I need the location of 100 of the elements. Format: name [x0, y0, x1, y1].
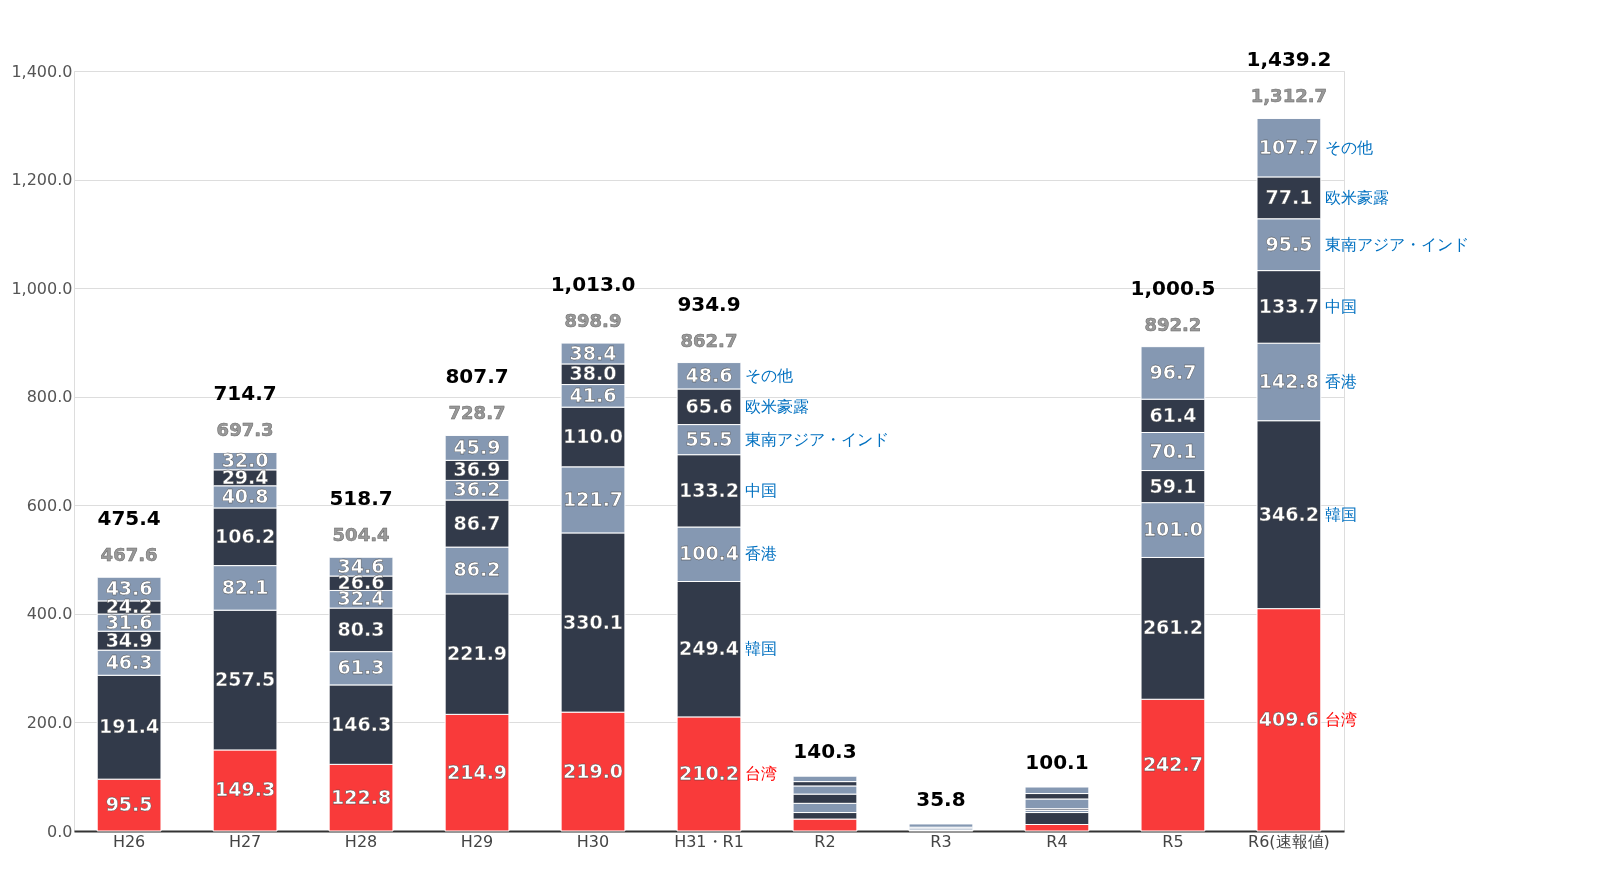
- data-label: 36.2: [453, 478, 501, 501]
- data-label: 65.6: [685, 394, 733, 417]
- data-label: 106.2: [215, 524, 276, 547]
- data-label: 48.6: [685, 363, 733, 386]
- data-label: 80.3: [337, 617, 385, 640]
- text: 1,439.2: [1246, 47, 1332, 72]
- data-label: 121.7: [562, 487, 624, 510]
- x-tick-label: R6(速報値): [1248, 831, 1330, 851]
- annotation: 35.8: [916, 786, 966, 811]
- data-label: 133.2: [678, 478, 740, 501]
- annotation: 807.7: [445, 364, 509, 389]
- y-tick-label: 600.0: [26, 495, 73, 515]
- total-label: 862.7: [680, 329, 738, 351]
- data-label: 41.6: [569, 383, 617, 406]
- data-label: 86.7: [453, 511, 501, 534]
- data-label: 257.5: [215, 668, 276, 691]
- annotation: 934.9: [677, 291, 741, 316]
- x-tick-label: H29: [460, 831, 494, 851]
- text: 欧米豪露: [1324, 187, 1389, 207]
- x-tick-label: H30: [576, 831, 610, 851]
- y-tick-label: 1,400.0: [11, 61, 73, 81]
- x-tick-label: H28: [344, 831, 378, 851]
- data-label: 191.4: [99, 715, 160, 738]
- total-label: 892.2: [1144, 313, 1202, 335]
- data-label: 110.0: [562, 424, 624, 447]
- y-tick-label: 400.0: [26, 604, 73, 624]
- x-tick-label: R4: [1046, 831, 1068, 851]
- data-label: 38.4: [569, 341, 617, 364]
- data-label: 219.0: [562, 759, 624, 782]
- data-label: 210.2: [678, 761, 740, 784]
- data-label: 46.3: [105, 650, 153, 673]
- data-label: 242.7: [1142, 753, 1203, 776]
- data-label: 133.7: [1258, 294, 1319, 317]
- series-label: 中国: [745, 480, 777, 500]
- x-tick-label: H27: [228, 831, 262, 851]
- data-label: 36.9: [453, 458, 501, 481]
- data-label: 43.6: [105, 577, 153, 600]
- total-label: 1,312.7: [1250, 85, 1328, 107]
- data-label: 32.0: [221, 449, 269, 472]
- data-label: 101.0: [1142, 518, 1203, 541]
- annotation: 714.7: [213, 381, 277, 406]
- x-tick-label: R3: [930, 831, 952, 851]
- data-label: 409.6: [1258, 707, 1319, 730]
- data-label: 146.3: [331, 712, 392, 735]
- series-label: 香港: [745, 544, 777, 564]
- annotation: 518.7: [329, 486, 393, 511]
- data-label: 122.8: [331, 785, 392, 808]
- series-label: その他: [745, 365, 793, 385]
- series-label: 韓国: [745, 639, 777, 659]
- data-label: 107.7: [1258, 135, 1319, 158]
- annotation: 475.4: [97, 506, 161, 531]
- annotation: 1,013.0: [550, 272, 636, 297]
- data-label: 95.5: [105, 793, 153, 816]
- text: その他: [1324, 137, 1373, 157]
- series-label: 東南アジア・インド: [745, 429, 889, 449]
- data-label: 34.9: [105, 628, 153, 651]
- total-label: 467.6: [100, 544, 158, 566]
- data-label: 142.8: [1258, 369, 1319, 392]
- data-label: 59.1: [1149, 474, 1197, 497]
- data-label: 86.2: [453, 558, 501, 581]
- series-label: 台湾: [745, 763, 777, 783]
- y-tick-label: 0.0: [47, 821, 73, 841]
- annotation: 140.3: [793, 739, 857, 764]
- text: 中国: [1324, 296, 1357, 316]
- data-label: 261.2: [1142, 616, 1203, 639]
- data-label: 61.4: [1149, 403, 1197, 426]
- x-tick-label: R5: [1162, 831, 1184, 851]
- text: 東南アジア・インド: [1324, 234, 1469, 254]
- data-label: 38.0: [569, 362, 617, 385]
- data-label: 82.1: [221, 575, 269, 598]
- data-label: 45.9: [453, 435, 501, 458]
- y-tick-label: 1,000.0: [11, 278, 73, 298]
- data-label: 149.3: [215, 778, 276, 801]
- data-label: 61.3: [337, 656, 385, 679]
- y-tick-label: 800.0: [26, 387, 73, 407]
- text: 香港: [1324, 371, 1357, 391]
- data-label: 70.1: [1149, 439, 1197, 462]
- text: 韓国: [1324, 504, 1357, 524]
- total-label: 504.4: [332, 524, 390, 546]
- text: 台湾: [1324, 709, 1357, 729]
- annotation: 100.1: [1025, 750, 1089, 775]
- x-tick-label: H31・R1: [674, 831, 744, 851]
- y-tick-label: 1,200.0: [11, 170, 73, 190]
- data-label: 346.2: [1258, 502, 1319, 525]
- total-label: 728.7: [448, 402, 506, 424]
- data-label: 330.1: [562, 610, 624, 633]
- y-tick-label: 200.0: [26, 712, 73, 732]
- data-label: 214.9: [446, 760, 508, 783]
- data-label: 40.8: [221, 484, 269, 507]
- series-label: 欧米豪露: [745, 396, 809, 416]
- data-label: 55.5: [685, 427, 733, 450]
- total-label: 697.3: [216, 419, 274, 441]
- data-label: 249.4: [678, 637, 740, 660]
- data-label: 221.9: [446, 642, 508, 665]
- x-tick-label: H26: [112, 831, 146, 851]
- annotation: 1,000.5: [1130, 275, 1216, 300]
- data-label: 96.7: [1149, 360, 1197, 383]
- x-tick-label: R2: [814, 831, 836, 851]
- data-label: 95.5: [1265, 232, 1313, 255]
- data-label: 77.1: [1265, 185, 1313, 208]
